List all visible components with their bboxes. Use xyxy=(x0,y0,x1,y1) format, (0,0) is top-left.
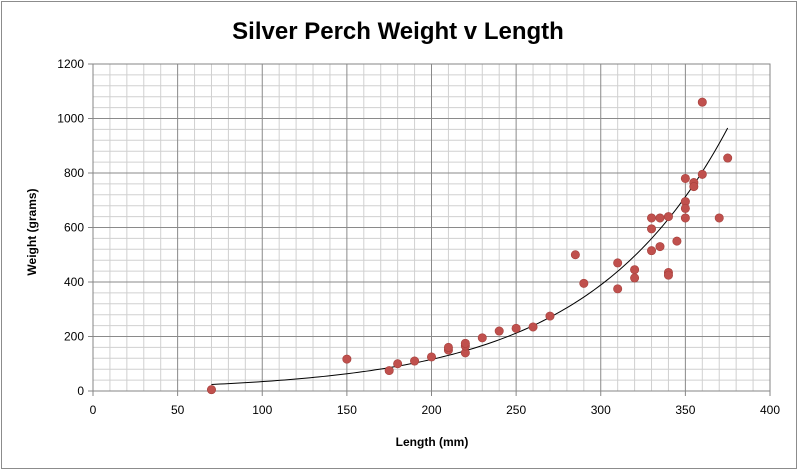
data-point xyxy=(672,236,682,246)
data-point xyxy=(528,322,538,332)
data-point xyxy=(655,213,665,223)
chart-title: Silver Perch Weight v Length xyxy=(232,18,564,45)
data-point xyxy=(680,203,690,213)
data-point xyxy=(545,311,555,321)
data-point xyxy=(206,385,216,395)
data-point xyxy=(393,359,403,369)
data-point xyxy=(342,354,352,364)
x-tick-label: 150 xyxy=(337,403,357,417)
data-point xyxy=(680,213,690,223)
y-axis-label: Weight (grams) xyxy=(25,188,39,275)
data-point xyxy=(723,153,733,163)
data-point xyxy=(647,213,657,223)
x-tick-label: 300 xyxy=(591,403,611,417)
data-point xyxy=(663,212,673,222)
x-tick-label: 0 xyxy=(90,403,97,417)
data-point xyxy=(511,323,521,333)
data-point xyxy=(570,250,580,260)
data-point xyxy=(680,173,690,183)
x-tick-label: 50 xyxy=(171,403,185,417)
y-tick-label: 800 xyxy=(64,166,84,180)
data-point xyxy=(477,333,487,343)
data-point xyxy=(426,352,436,362)
data-point xyxy=(494,326,504,336)
x-axis-ticks: 0 50 100 150 200 250 300 350 400 xyxy=(90,391,780,417)
y-tick-label: 400 xyxy=(64,275,84,289)
data-point xyxy=(630,273,640,283)
x-tick-label: 100 xyxy=(252,403,272,417)
data-point xyxy=(579,278,589,288)
data-point xyxy=(613,258,623,268)
data-point xyxy=(663,270,673,280)
y-tick-label: 600 xyxy=(64,221,84,235)
data-point xyxy=(384,366,394,376)
data-point xyxy=(714,213,724,223)
data-point xyxy=(647,246,657,256)
data-point xyxy=(410,356,420,366)
data-point xyxy=(630,265,640,275)
data-point xyxy=(613,284,623,294)
trendline xyxy=(211,127,729,385)
data-point xyxy=(460,338,470,348)
data-point xyxy=(443,342,453,352)
data-point xyxy=(697,169,707,179)
y-axis-ticks: 0 200 400 600 800 1000 1200 xyxy=(57,57,93,398)
data-point xyxy=(655,242,665,252)
x-tick-label: 250 xyxy=(506,403,526,417)
y-tick-label: 200 xyxy=(64,330,84,344)
data-point xyxy=(689,182,699,192)
x-axis-label: Length (mm) xyxy=(396,435,469,449)
y-tick-label: 1200 xyxy=(57,57,84,71)
x-tick-label: 400 xyxy=(760,403,780,417)
y-tick-label: 1000 xyxy=(57,112,84,126)
x-tick-label: 350 xyxy=(675,403,695,417)
data-points xyxy=(206,97,733,395)
data-point xyxy=(697,97,707,107)
x-tick-label: 200 xyxy=(421,403,441,417)
y-tick-label: 0 xyxy=(77,384,84,398)
data-point xyxy=(647,224,657,234)
